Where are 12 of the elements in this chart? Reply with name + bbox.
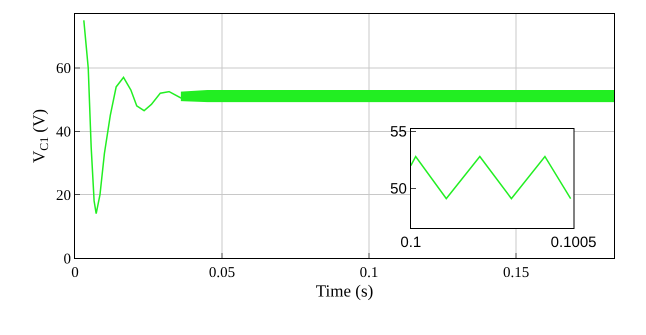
y-tick-label: 40 <box>56 124 71 140</box>
x-axis-title: Time (s) <box>316 281 374 300</box>
x-tick-label: 0.15 <box>502 265 530 281</box>
x-tick-label: 0.1 <box>400 234 422 252</box>
x-tick-label: 0.1 <box>360 265 378 281</box>
y-tick-label: 55 <box>390 124 407 141</box>
y-tick-label: 50 <box>390 180 407 198</box>
y-tick-label: 20 <box>56 188 71 204</box>
x-tick-label: 0.05 <box>208 265 236 281</box>
x-tick-label: 0.1005 <box>550 234 597 252</box>
y-tick-label: 60 <box>56 61 71 78</box>
y-tick-label: 0 <box>64 251 71 268</box>
